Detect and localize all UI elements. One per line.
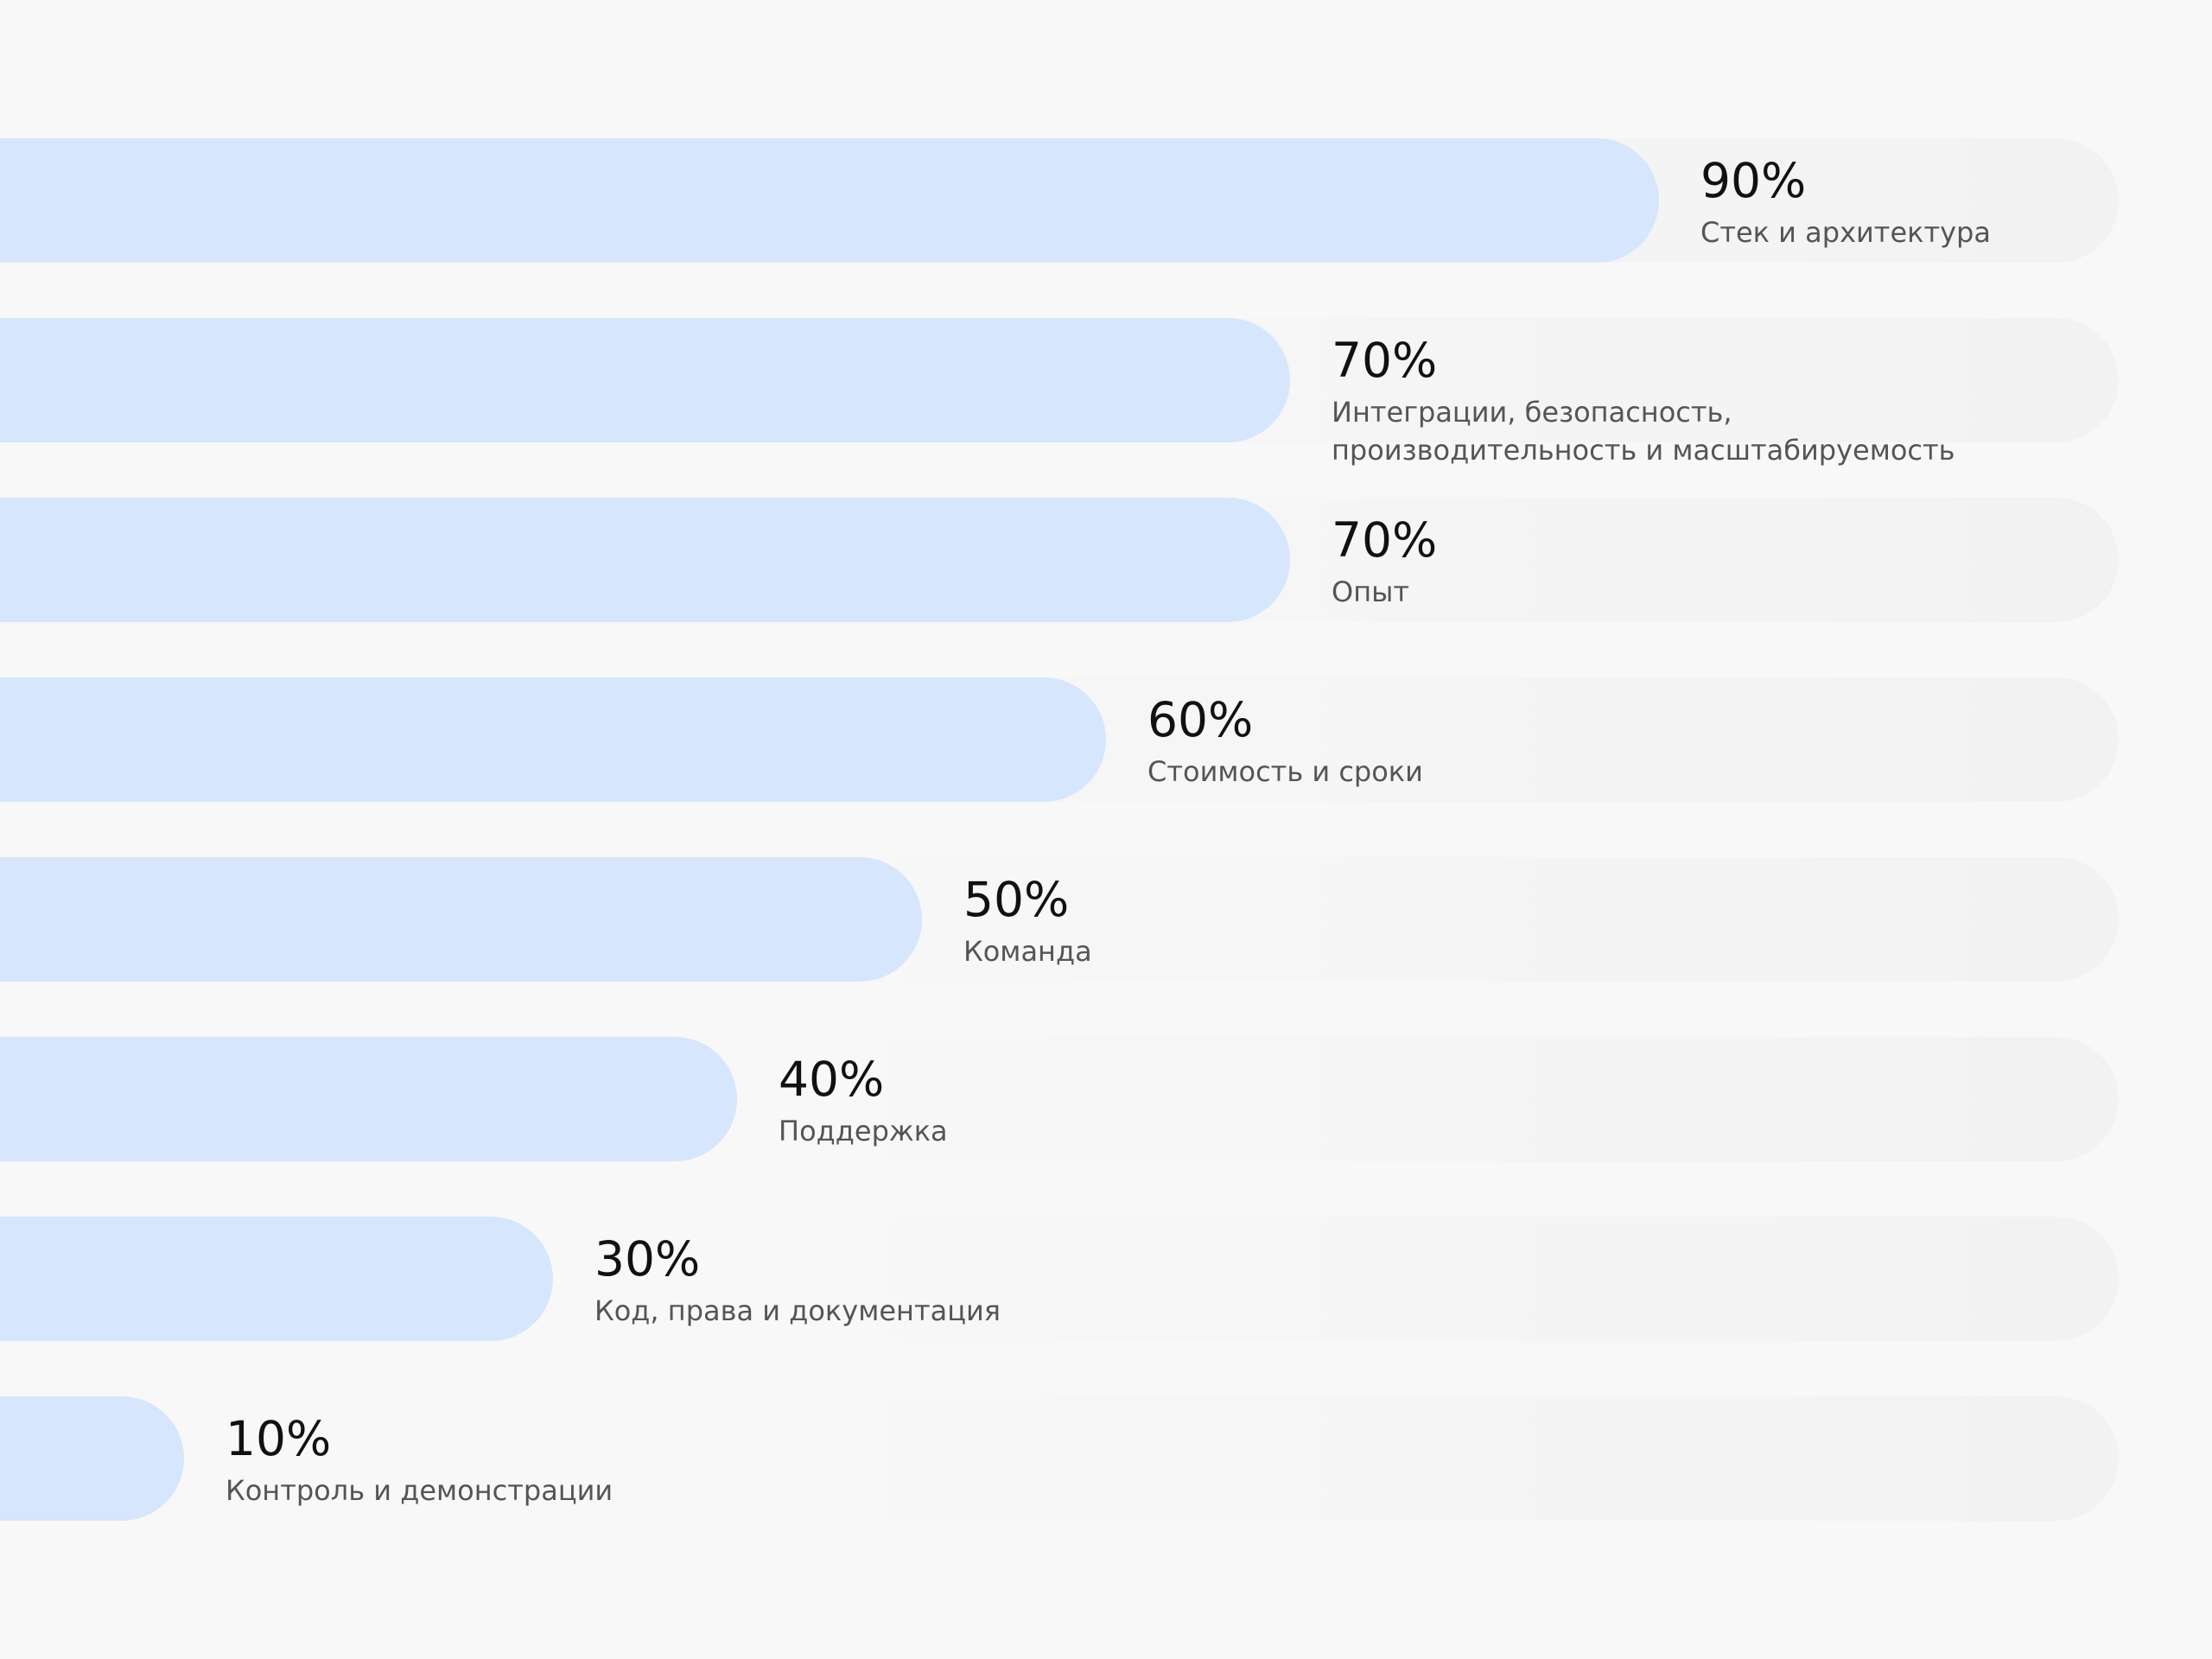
bar <box>0 857 922 982</box>
value-label: 50% <box>963 872 1070 927</box>
category-label: Стек и архитектура <box>1700 216 1991 249</box>
value-label: 70% <box>1332 333 1438 388</box>
bar-label: 70% Опыт <box>1332 505 1437 611</box>
bar <box>0 318 1290 442</box>
bar-label: 90% Стек и архитектура <box>1700 145 1991 251</box>
value-label: 40% <box>779 1052 885 1107</box>
value-label: 90% <box>1700 153 1807 208</box>
category-label: Поддержка <box>779 1115 948 1147</box>
category-label: Контроль и демонстрации <box>226 1474 613 1507</box>
category-label: Стоимость и сроки <box>1147 755 1423 788</box>
bar-label: 10% Контроль и демонстрации <box>226 1403 613 1510</box>
bar <box>0 1396 184 1521</box>
bar-label: 60% Стоимость и сроки <box>1147 684 1423 791</box>
bar <box>0 498 1290 622</box>
bar <box>0 677 1106 802</box>
value-label: 70% <box>1332 512 1438 568</box>
value-label: 60% <box>1147 692 1254 747</box>
value-label: 10% <box>226 1411 332 1466</box>
category-label: Опыт <box>1332 575 1410 608</box>
bar-label: 30% Код, права и документация <box>594 1224 1001 1330</box>
bar-label: 50% Команда <box>963 864 1092 970</box>
bar-track <box>0 1396 2119 1521</box>
category-label: Код, права и документация <box>594 1294 1001 1327</box>
bar <box>0 1037 737 1161</box>
bar-label: 40% Поддержка <box>779 1044 948 1150</box>
bar <box>0 138 1659 263</box>
value-label: 30% <box>594 1231 701 1287</box>
category-label: Интеграции, безопасность, производительн… <box>1332 396 1955 467</box>
bar-label: 70% Интеграции, безопасность, производите… <box>1332 325 1955 469</box>
category-label: Команда <box>963 935 1092 968</box>
bar <box>0 1217 553 1341</box>
